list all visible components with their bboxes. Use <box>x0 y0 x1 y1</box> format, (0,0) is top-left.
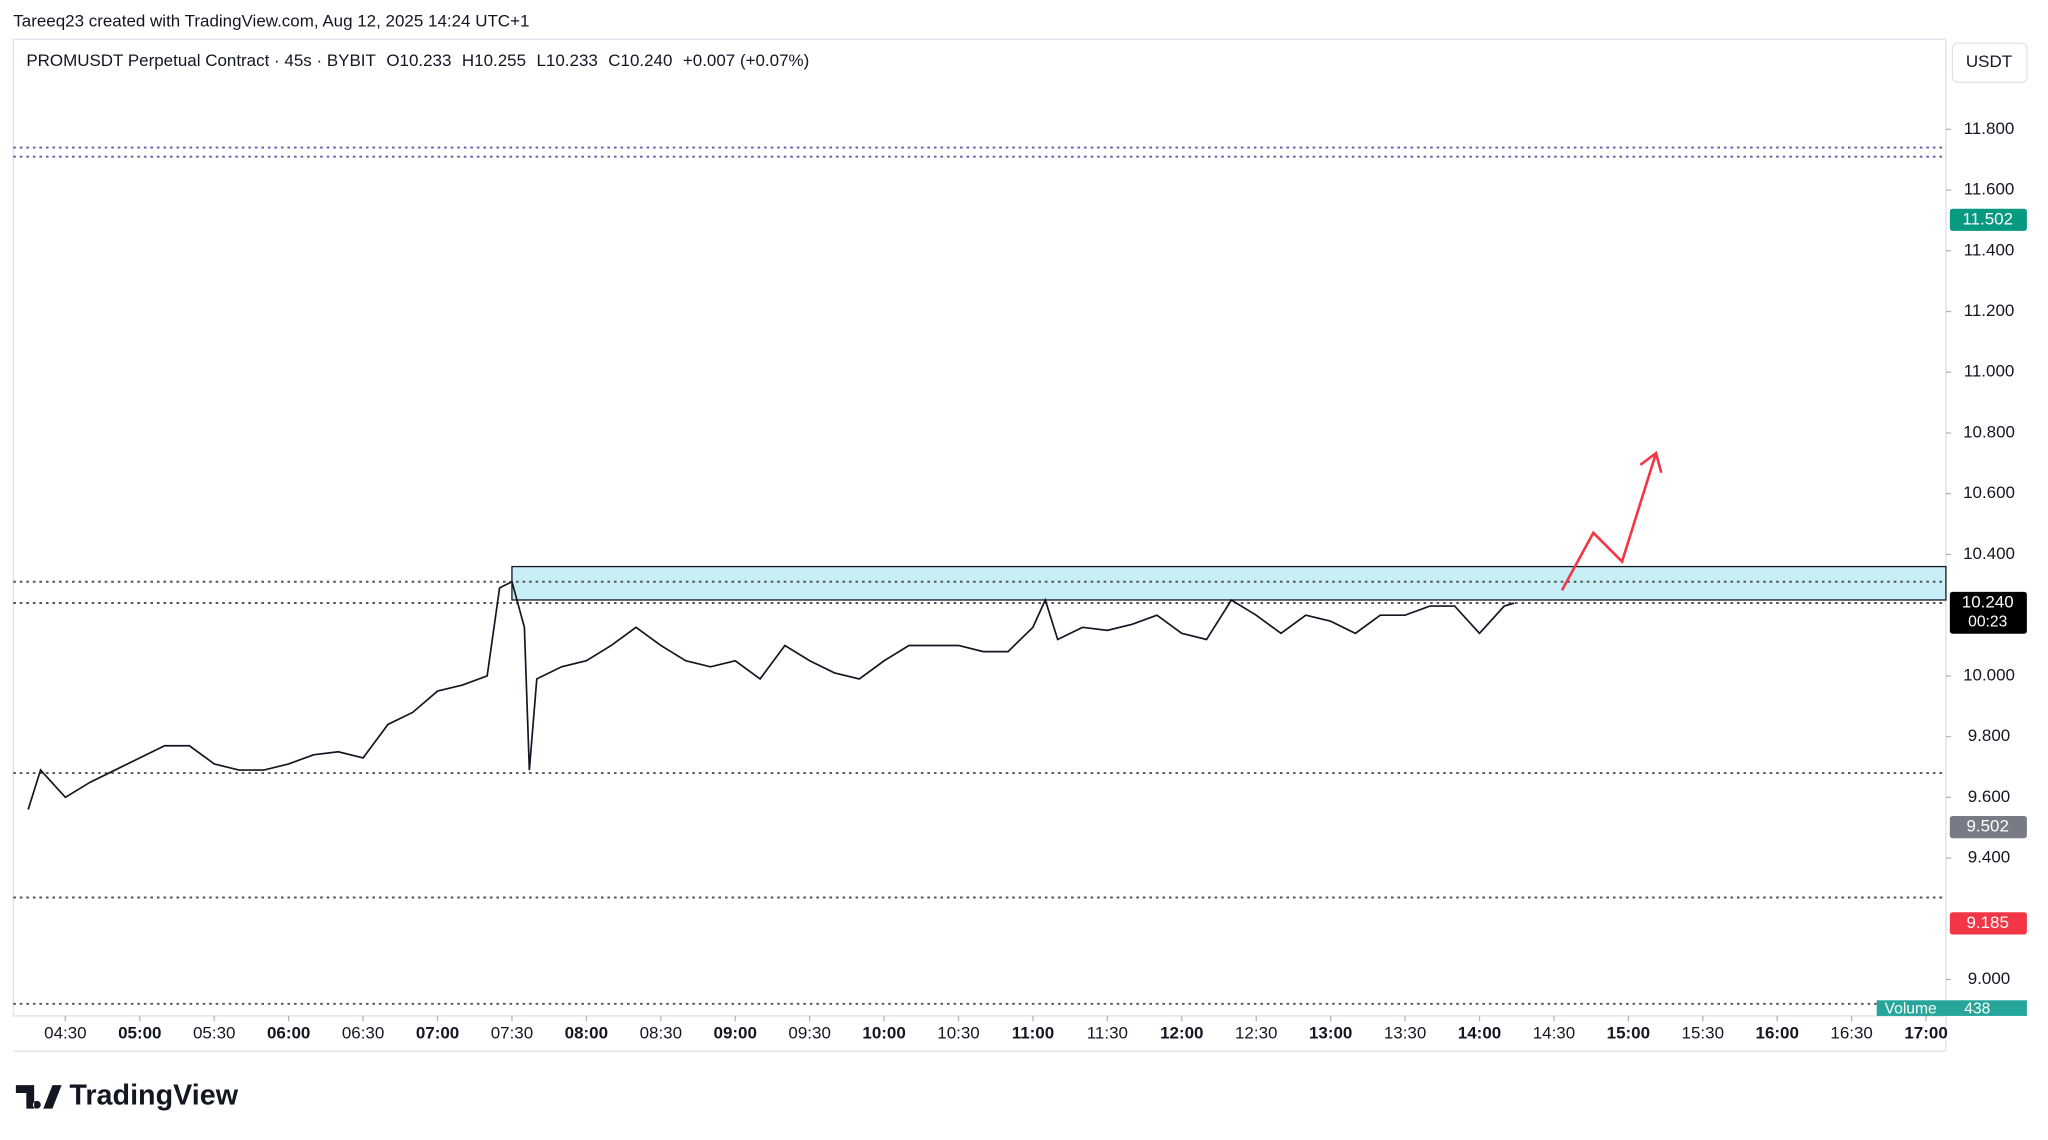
x-tick-label: 13:00 <box>1309 1024 1352 1043</box>
countdown: 00:23 <box>1968 614 2007 631</box>
price-tag-label: 10.240 <box>1962 592 2014 611</box>
x-tick-label: 09:30 <box>788 1024 830 1043</box>
logo: TradingView <box>15 1080 239 1112</box>
x-tick-label: 14:30 <box>1533 1024 1575 1043</box>
currency-box[interactable] <box>1951 42 2028 83</box>
x-tick-label: 15:00 <box>1607 1024 1650 1043</box>
price-tag-label: 11.502 <box>1962 209 2013 228</box>
x-tick-label: 08:30 <box>640 1024 682 1043</box>
logo-text: TradingView <box>69 1080 238 1112</box>
x-tick-label: 14:00 <box>1458 1024 1501 1043</box>
x-tick-label: 09:00 <box>714 1024 757 1043</box>
x-tick-label: 16:00 <box>1756 1024 1799 1043</box>
x-tick-label: 05:00 <box>118 1024 161 1043</box>
ohlc-value: O10.233 <box>386 51 451 70</box>
volume-tag <box>1876 1000 2027 1016</box>
y-tick-label: 9.800 <box>1968 726 2010 745</box>
x-tick-label: 08:00 <box>565 1024 608 1043</box>
y-tick-label: 9.600 <box>1968 787 2010 806</box>
x-tick-label: 10:30 <box>937 1024 979 1043</box>
plot-area <box>13 146 1947 1005</box>
ohlc-value: H10.255 <box>462 51 526 70</box>
y-tick-label: 10.600 <box>1963 483 2015 502</box>
y-tick-label: 9.400 <box>1968 848 2010 867</box>
x-tick-label: 13:30 <box>1384 1024 1426 1043</box>
currency[interactable]: USDT <box>1966 52 2012 71</box>
y-tick-label: 11.000 <box>1964 362 2015 381</box>
y-tick-label: 11.400 <box>1964 240 2015 259</box>
x-tick-label: 15:30 <box>1682 1024 1724 1043</box>
ohlc-value: L10.233 <box>536 51 597 70</box>
x-tick-label: 07:30 <box>491 1024 533 1043</box>
x-tick-label: 11:00 <box>1012 1024 1054 1043</box>
x-tick-label: 17:00 <box>1904 1024 1947 1043</box>
y-tick-label: 9.000 <box>1968 969 2010 988</box>
x-tick-label: 07:00 <box>416 1024 459 1043</box>
price-tag <box>1949 208 2027 231</box>
y-tick-label: 10.400 <box>1963 544 2015 563</box>
x-tick-label: 12:30 <box>1235 1024 1277 1043</box>
price-tag-label: 9.185 <box>1966 913 2008 932</box>
price-tag <box>1949 591 2027 634</box>
symbol-title: PROMUSDT Perpetual Contract · 45s · BYBI… <box>26 51 376 70</box>
y-tick-label: 11.600 <box>1964 180 2015 199</box>
y-tick-label: 11.200 <box>1964 301 2015 320</box>
x-tick-label: 11:30 <box>1087 1024 1128 1043</box>
ohlc-values: O10.233 H10.255 L10.233 C10.240 +0.007 (+0.0… <box>386 51 809 70</box>
x-tick-label: 06:30 <box>342 1024 384 1043</box>
price-tag <box>1949 912 2027 935</box>
x-tick-label: 04:30 <box>44 1024 86 1043</box>
y-tick-label: 10.000 <box>1963 665 2015 684</box>
price-line <box>27 580 1515 810</box>
y-tick-label: 11.800 <box>1964 119 2015 138</box>
zone <box>511 565 1947 601</box>
logo-mark <box>15 1085 62 1109</box>
x-tick-label: 16:30 <box>1830 1024 1872 1043</box>
x-tick-label: 10:00 <box>862 1024 905 1043</box>
x-tick-label: 05:30 <box>193 1024 235 1043</box>
ohlc-value: C10.240 <box>608 51 672 70</box>
attribution: Tareeq23 created with TradingView.com, A… <box>13 12 529 31</box>
x-tick-label: 12:00 <box>1160 1024 1203 1043</box>
annotation-arrow <box>1560 450 1663 591</box>
price-tag-label: 9.502 <box>1966 817 2008 836</box>
volume-label: Volume <box>1885 1001 1938 1018</box>
price-tag <box>1949 815 2027 839</box>
y-tick-label: 10.800 <box>1963 422 2015 441</box>
volume-value: 438 <box>1964 1001 1990 1018</box>
ohlc-value: +0.007 (+0.07%) <box>683 51 809 70</box>
plot-frame <box>12 38 1947 1017</box>
x-tick-label: 06:00 <box>267 1024 310 1043</box>
